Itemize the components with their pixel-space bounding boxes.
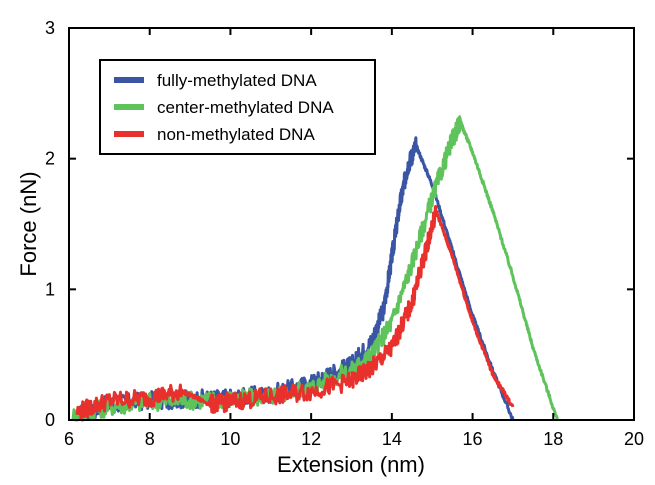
plot-frame xyxy=(68,27,635,421)
legend-label-2: center-methylated DNA xyxy=(157,98,334,117)
legend: fully-methylated DNA center-methylated DN… xyxy=(99,59,376,155)
y-axis-label: Force (nN) xyxy=(16,171,41,276)
x-tick-label: 6 xyxy=(64,429,74,449)
legend-label-3: non-methylated DNA xyxy=(157,125,315,144)
y-tick-label: 2 xyxy=(45,149,55,169)
x-tick-label: 20 xyxy=(624,429,644,449)
x-tick-label: 8 xyxy=(145,429,155,449)
series-line-3 xyxy=(75,205,515,421)
x-tick-label: 18 xyxy=(543,429,563,449)
x-tick-label: 10 xyxy=(220,429,240,449)
series-line-2 xyxy=(71,115,559,422)
x-axis-label: Extension (nm) xyxy=(277,452,425,477)
series-line-1 xyxy=(79,136,515,422)
x-tick-label: 14 xyxy=(382,429,402,449)
legend-box xyxy=(99,59,376,155)
y-tick-label: 0 xyxy=(45,410,55,430)
x-tick-label: 16 xyxy=(463,429,483,449)
x-tick-label: 12 xyxy=(301,429,321,449)
y-tick-label: 3 xyxy=(45,18,55,38)
y-tick-label: 1 xyxy=(45,279,55,299)
legend-label-1: fully-methylated DNA xyxy=(157,71,317,90)
